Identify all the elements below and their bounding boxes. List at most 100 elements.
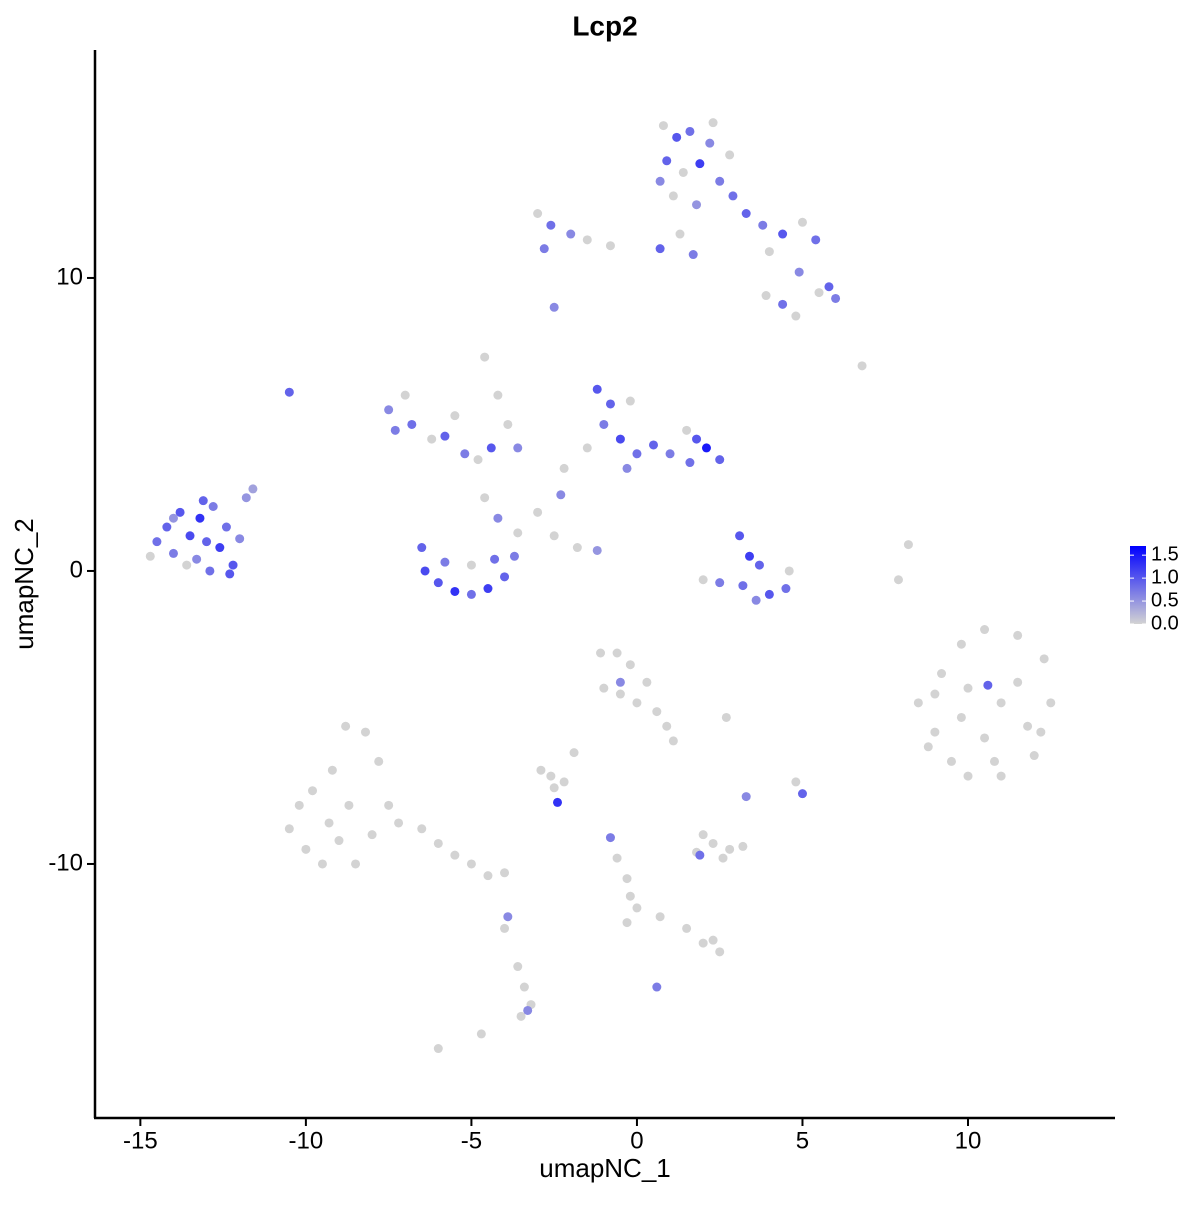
point <box>649 440 659 450</box>
point <box>632 698 642 708</box>
point <box>715 947 725 957</box>
point <box>549 531 559 541</box>
y-tick-label: 10 <box>56 263 83 290</box>
point <box>741 792 751 802</box>
point <box>182 560 192 570</box>
point <box>473 455 483 465</box>
point <box>668 191 678 201</box>
point <box>625 891 635 901</box>
point <box>460 449 470 459</box>
point <box>394 818 404 828</box>
point <box>450 586 460 596</box>
point <box>284 387 294 397</box>
point <box>615 677 625 687</box>
point <box>1029 751 1039 761</box>
point <box>615 434 625 444</box>
point <box>963 771 973 781</box>
point <box>996 771 1006 781</box>
point <box>344 800 354 810</box>
point <box>566 229 576 239</box>
point <box>228 560 238 570</box>
point <box>476 1029 486 1039</box>
point <box>695 159 705 169</box>
point <box>655 176 665 186</box>
point <box>811 235 821 245</box>
point <box>605 833 615 843</box>
point <box>930 689 940 699</box>
point <box>483 584 493 594</box>
point <box>384 405 394 415</box>
point <box>655 244 665 254</box>
point <box>440 557 450 567</box>
point <box>715 578 725 588</box>
point <box>857 361 867 371</box>
point <box>963 683 973 693</box>
point <box>559 777 569 787</box>
point <box>658 121 668 131</box>
point <box>692 434 702 444</box>
point <box>500 923 510 933</box>
point <box>692 200 702 210</box>
point <box>466 560 476 570</box>
point <box>956 712 966 722</box>
x-axis-label: umapNC_1 <box>539 1153 671 1183</box>
point <box>599 419 609 429</box>
point <box>374 756 384 766</box>
point <box>1013 677 1023 687</box>
colorbar-tick-label: 1.0 <box>1151 566 1179 588</box>
point <box>433 578 443 588</box>
point <box>715 176 725 186</box>
point <box>360 727 370 737</box>
point <box>622 874 632 884</box>
point <box>486 443 496 453</box>
point <box>797 217 807 227</box>
point <box>721 712 731 722</box>
point <box>705 138 715 148</box>
point <box>427 434 437 444</box>
point <box>390 425 400 435</box>
point <box>433 1044 443 1054</box>
point <box>552 797 562 807</box>
point <box>145 551 155 561</box>
point <box>582 235 592 245</box>
point <box>708 118 718 128</box>
point <box>764 589 774 599</box>
point <box>516 1011 526 1021</box>
point <box>175 507 185 517</box>
point <box>682 425 692 435</box>
point <box>500 572 510 582</box>
point <box>738 581 748 591</box>
point <box>294 800 304 810</box>
point <box>536 765 546 775</box>
point <box>546 220 556 230</box>
x-tick-label: 5 <box>796 1127 809 1154</box>
point <box>652 982 662 992</box>
point <box>745 551 755 561</box>
chart-title: Lcp2 <box>572 10 637 41</box>
point <box>519 982 529 992</box>
point <box>202 537 212 547</box>
point <box>980 733 990 743</box>
point <box>831 293 841 303</box>
point <box>778 299 788 309</box>
point <box>672 132 682 142</box>
point <box>989 756 999 766</box>
x-tick-label: 0 <box>630 1127 643 1154</box>
point <box>764 247 774 257</box>
point <box>509 551 519 561</box>
point <box>539 244 549 254</box>
point <box>725 150 735 160</box>
point <box>493 513 503 523</box>
point <box>248 484 258 494</box>
point <box>500 868 510 878</box>
point <box>688 250 698 260</box>
point <box>946 756 956 766</box>
point <box>450 850 460 860</box>
point <box>791 777 801 787</box>
point <box>698 830 708 840</box>
point <box>761 291 771 301</box>
point <box>698 938 708 948</box>
point <box>503 912 513 922</box>
point <box>668 736 678 746</box>
